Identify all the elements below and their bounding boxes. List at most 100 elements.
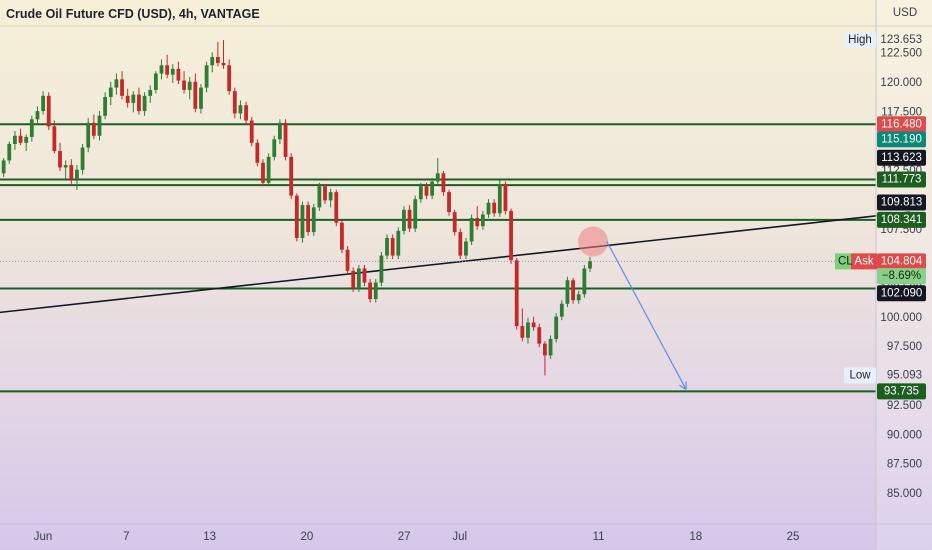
candle-body	[582, 268, 587, 295]
projection-arrow-head	[679, 384, 687, 390]
candle-body	[120, 79, 124, 96]
candle-body	[435, 173, 440, 182]
candle-body	[244, 105, 248, 121]
price-tag-value: 104.804	[881, 255, 923, 267]
candle-body	[283, 122, 288, 157]
candle-body	[199, 87, 203, 109]
candle-body	[588, 261, 592, 269]
y-tick-label: 85.000	[887, 488, 922, 500]
candle-body	[509, 210, 513, 261]
candle-body	[334, 192, 339, 223]
price-tag-value: −8.69%	[882, 270, 921, 282]
candle-body	[368, 282, 373, 300]
candle-body	[86, 122, 91, 148]
x-tick-label: 7	[123, 531, 129, 543]
y-tick-label: 97.500	[887, 341, 922, 353]
candle-body	[272, 139, 277, 157]
candle-body	[311, 207, 316, 233]
candle-body	[221, 62, 226, 66]
candle-body	[407, 209, 412, 229]
candle-body	[571, 280, 575, 301]
x-tick-label: 25	[787, 531, 800, 543]
candle-body	[340, 222, 344, 250]
candle-body	[182, 80, 186, 90]
candle-body	[131, 94, 136, 103]
price-tag-value: 116.480	[881, 118, 922, 130]
candle-body	[238, 105, 243, 114]
price-tag-bg	[877, 253, 926, 270]
candle-body	[232, 91, 237, 114]
candle-body	[294, 195, 299, 238]
price-tag-value: 109.813	[881, 197, 923, 209]
price-tag-bg	[877, 149, 926, 166]
y-tick-label: 120.000	[880, 77, 922, 89]
candle-body	[159, 65, 164, 74]
x-tick-label: 18	[689, 531, 702, 543]
price-tag-value: 115.190	[881, 133, 922, 145]
candle-body	[424, 186, 429, 196]
candle-body	[458, 232, 463, 256]
candle-body	[492, 202, 497, 214]
y-tick-label: 100.000	[880, 312, 922, 324]
candle-body	[215, 57, 220, 63]
candle-body	[565, 280, 570, 304]
price-tag-bg	[877, 171, 926, 188]
price-tag-bg	[877, 194, 926, 211]
candle-body	[362, 268, 367, 283]
candle-body	[396, 230, 401, 256]
candle-body	[385, 237, 389, 256]
projection-arrow-line	[606, 241, 687, 390]
candle-body	[69, 165, 74, 180]
candle-body	[114, 79, 119, 88]
candle-body	[317, 186, 322, 208]
candle-body	[58, 151, 62, 168]
candle-body	[165, 65, 170, 75]
candle-body	[464, 241, 468, 256]
candle-body	[289, 156, 294, 196]
candle-body	[97, 115, 102, 136]
price-tag-bg	[877, 131, 926, 148]
candle-body	[323, 186, 327, 201]
candle-body	[356, 268, 361, 289]
candle-body	[402, 209, 406, 231]
candle-body	[390, 237, 395, 256]
symbol-badge-bg	[835, 253, 851, 270]
price-tag-bg	[877, 383, 926, 400]
x-tick-label: 13	[203, 531, 216, 543]
y-tick-label: 122.500	[880, 48, 922, 60]
price-tag-bg	[877, 116, 926, 133]
candle-body	[137, 94, 141, 112]
price-tag-label: Ask	[854, 255, 873, 267]
candle-body	[430, 181, 435, 196]
candle-body	[29, 119, 34, 137]
candle-body	[103, 97, 108, 116]
extreme-label: Low	[849, 369, 871, 381]
candle-body	[531, 322, 536, 328]
candle-body	[328, 192, 333, 201]
candle-body	[153, 73, 158, 90]
candle-body	[576, 294, 581, 301]
price-tag-value: 93.735	[884, 385, 919, 397]
trendline	[0, 211, 910, 314]
candle-body	[142, 95, 147, 112]
candle-body	[351, 270, 356, 289]
candle-body	[548, 338, 553, 356]
candle-body	[413, 199, 418, 229]
candle-body	[13, 135, 17, 144]
price-tag-value: 111.773	[882, 174, 922, 186]
candle-body	[373, 282, 378, 300]
candle-body	[266, 156, 271, 183]
candle-body	[447, 192, 451, 213]
candle-body	[108, 87, 113, 98]
price-tag-label-bg	[851, 253, 877, 270]
candle-body	[193, 81, 198, 109]
x-tick-label: Jul	[452, 531, 467, 543]
candle-body	[475, 217, 480, 227]
candle-body	[249, 120, 254, 143]
price-tag-bg	[877, 285, 926, 302]
candle-body	[441, 173, 446, 193]
candle-body	[486, 202, 491, 215]
candle-body	[176, 68, 181, 81]
candle-body	[452, 212, 457, 233]
